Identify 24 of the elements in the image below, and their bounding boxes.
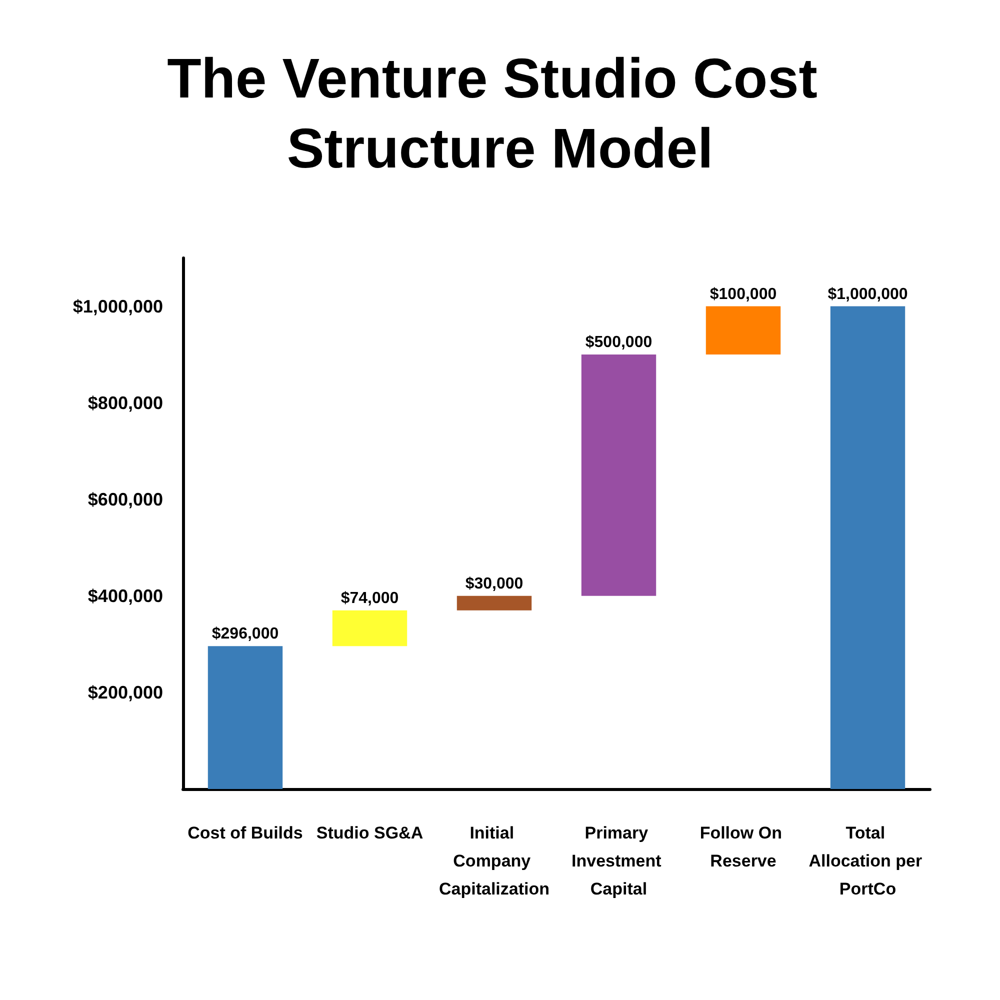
bar (456, 596, 532, 610)
bar (830, 306, 906, 789)
chart-title: The Venture Studio Cost Structure Model (167, 46, 833, 180)
bar (581, 354, 656, 596)
data-label: $74,000 (340, 590, 399, 607)
data-label: $1,000,000 (828, 286, 908, 303)
y-tick-label: $800,000 (88, 392, 163, 413)
x-tick-label: Primary Investment Capital (572, 824, 666, 898)
y-tick-label: $1,000,000 (72, 296, 163, 316)
bar (332, 610, 408, 646)
data-label: $30,000 (465, 575, 524, 592)
data-label: $100,000 (710, 286, 777, 303)
bar (706, 306, 781, 355)
data-label: $500,000 (585, 334, 652, 352)
x-tick-label: Cost of Builds (188, 824, 303, 842)
x-tick-label: Studio SG&A (316, 824, 424, 842)
x-tick-label: Initial Company Capitalization (438, 824, 550, 898)
x-tick-label: Total Allocation per PortCo (808, 824, 927, 898)
y-tick-label: $200,000 (88, 682, 163, 702)
y-tick-label: $600,000 (88, 489, 163, 510)
data-label: $296,000 (212, 626, 279, 643)
y-tick-label: $400,000 (88, 586, 163, 606)
x-tick-label: Follow On Reserve (700, 824, 787, 870)
bar (208, 646, 283, 789)
